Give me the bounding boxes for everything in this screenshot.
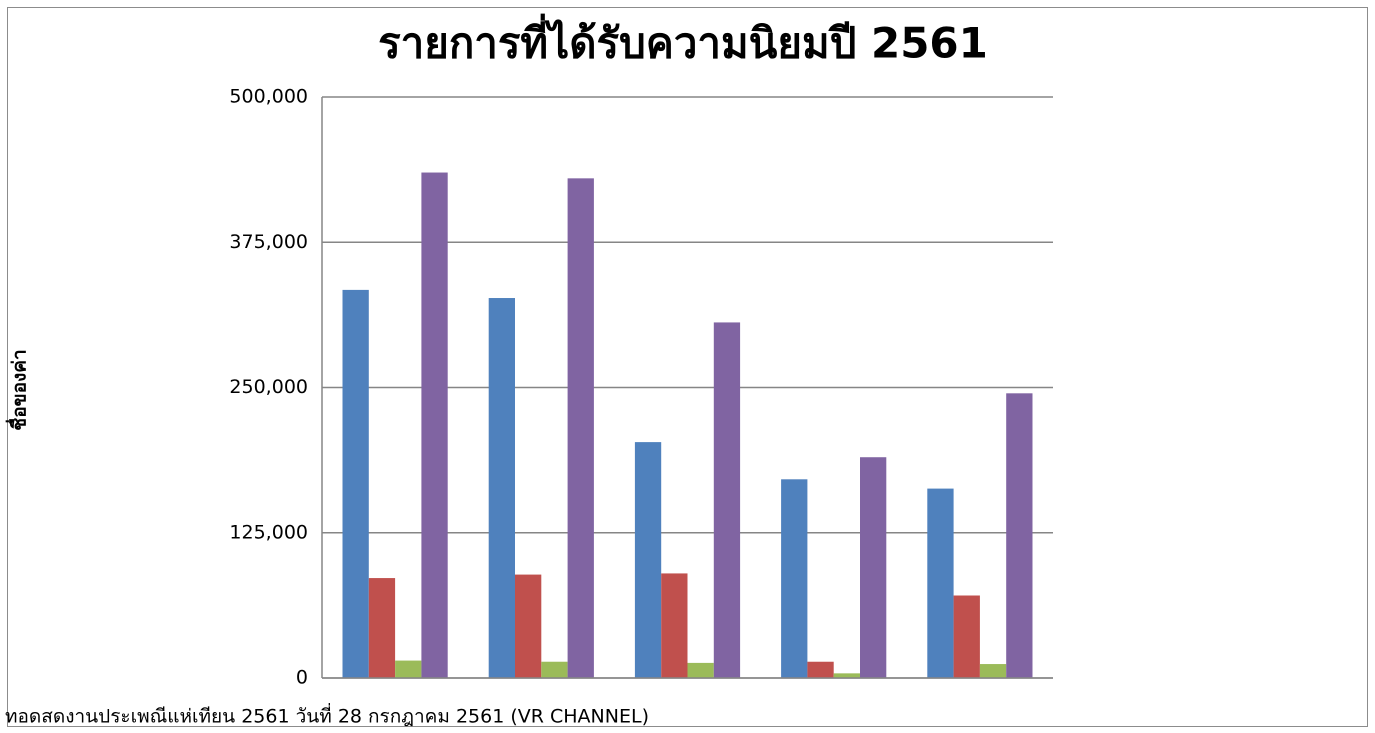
bar [634,442,662,678]
bar [1006,393,1033,678]
x-tick-label: ทอดสดงานประเพณีแห่เทียน 2561 วันที่ 28 ก… [5,703,649,728]
bar [781,479,808,678]
bar [807,661,834,678]
bar [488,298,515,678]
bar [713,322,741,678]
bar [421,172,448,678]
y-tick-label: 0 [296,667,308,689]
bar [953,595,980,678]
bar [927,488,954,678]
bar [860,457,887,678]
bar [515,574,542,678]
y-tick-label: 125,000 [229,521,308,543]
bar [541,661,568,678]
bar [567,178,594,678]
bar [833,673,860,678]
y-tick-label: 375,000 [229,231,308,253]
bar [979,664,1007,678]
y-tick-label: 250,000 [229,376,308,398]
y-axis-label: ชื่อของค่า [6,349,31,430]
chart-title: รายการที่ได้รับความนิยมปี 2561 [378,14,988,68]
y-tick-label: 500,000 [229,86,308,108]
bar [368,578,396,678]
bar [687,662,714,678]
bar [342,289,369,678]
bar [661,573,688,678]
bar [395,660,422,678]
